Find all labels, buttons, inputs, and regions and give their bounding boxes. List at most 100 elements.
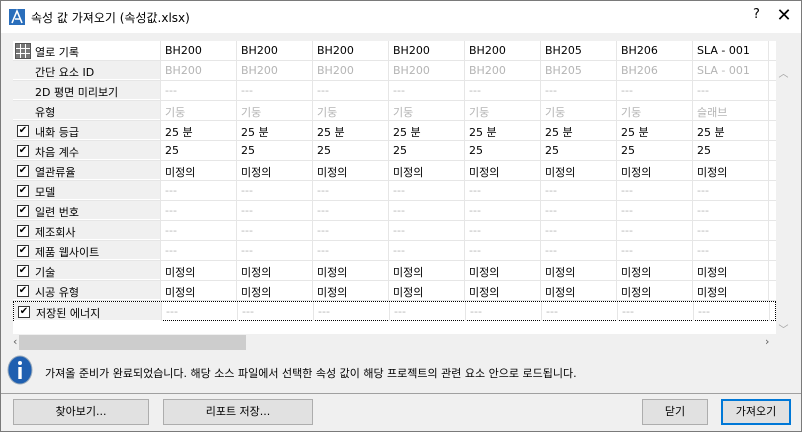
grid-cell: --- <box>318 305 330 318</box>
grid-row[interactable]: 유형 기둥 기둥 기둥 기둥 기둥 기둥 기둥 슬래브 <box>13 101 776 121</box>
grid-cell: BH200 <box>393 64 430 77</box>
grid-row[interactable]: ✔ 차음 계수 25 25 25 25 25 25 25 25 <box>13 141 776 161</box>
row-checkbox[interactable]: ✔ <box>17 125 29 137</box>
grid-row[interactable]: ✔ 모델 --- --- --- --- --- --- --- --- <box>13 181 776 201</box>
grid-row[interactable]: ✔ 저장된 에너지 --- --- --- --- --- --- --- --- <box>13 301 776 321</box>
grid-cell: 미정의 <box>545 266 576 279</box>
column-separator <box>768 221 769 240</box>
row-checkbox[interactable]: ✔ <box>17 265 29 277</box>
grid-cell: 미정의 <box>317 166 348 179</box>
table-grid-icon <box>15 43 31 59</box>
horizontal-scroll-thumb[interactable] <box>19 335 246 350</box>
grid-row[interactable]: 2D 평면 미리보기 --- --- --- --- --- --- --- --- <box>13 81 776 101</box>
column-separator <box>540 161 541 180</box>
close-window-button[interactable]: ✕ <box>776 5 792 26</box>
grid-cell: --- <box>165 224 177 237</box>
column-separator <box>236 161 237 180</box>
status-message: 가져올 준비가 완료되었습니다. 해당 소스 파일에서 선택한 속성 값이 해당… <box>45 367 577 380</box>
column-separator <box>768 201 769 220</box>
grid-row[interactable]: ✔ 시공 유형 미정의 미정의 미정의 미정의 미정의 미정의 미정의 미정의 <box>13 281 776 301</box>
grid-cell: --- <box>317 84 329 97</box>
row-checkbox[interactable]: ✔ <box>18 306 30 318</box>
column-separator <box>768 41 769 60</box>
grid-row[interactable]: ✔ 제품 웹사이트 --- --- --- --- --- --- --- --- <box>13 241 776 261</box>
row-checkbox[interactable]: ✔ <box>17 165 29 177</box>
grid-row[interactable]: 간단 요소 ID BH200 BH200 BH200 BH200 BH200 BH205 BH… <box>13 61 776 81</box>
column-separator <box>540 81 541 100</box>
column-separator <box>160 281 161 300</box>
scroll-right-icon[interactable]: › <box>765 335 770 348</box>
grid-cell: 25 <box>469 144 483 157</box>
grid-cell: 미정의 <box>469 266 500 279</box>
grid-cell: --- <box>469 184 481 197</box>
grid-row[interactable]: ✔ 제조회사 --- --- --- --- --- --- --- --- <box>13 221 776 241</box>
grid-cell: --- <box>469 244 481 257</box>
column-separator <box>540 181 541 200</box>
column-separator <box>768 241 769 260</box>
vertical-scrollbar[interactable]: ︿ ﹀ <box>776 41 791 336</box>
column-separator <box>540 201 541 220</box>
grid-cell: 기둥 <box>393 106 414 119</box>
row-label: 제조회사 <box>35 226 76 239</box>
row-label: 모델 <box>35 186 56 199</box>
grid-cell: --- <box>697 244 709 257</box>
grid-cell: 미정의 <box>393 266 424 279</box>
row-label: 유형 <box>35 106 56 119</box>
grid-cell: 미정의 <box>469 166 500 179</box>
scroll-up-icon[interactable]: ︿ <box>778 69 789 80</box>
grid-cell: 기둥 <box>545 106 566 119</box>
grid-cell: 미정의 <box>621 286 652 299</box>
row-label-cell: ✔ 제품 웹사이트 <box>13 241 161 260</box>
row-label: 저장된 에너지 <box>36 307 101 320</box>
import-button[interactable]: 가져오기 <box>721 399 791 425</box>
grid-cell: 슬래브 <box>697 106 728 119</box>
scroll-left-icon[interactable]: ‹ <box>13 335 18 348</box>
column-separator <box>692 101 693 120</box>
save-report-button[interactable]: 리포트 저장... <box>163 399 313 425</box>
column-separator <box>388 201 389 220</box>
grid-cell: --- <box>393 184 405 197</box>
column-separator <box>464 201 465 220</box>
row-label-cell: ✔ 내화 등급 <box>13 121 161 140</box>
grid-cell: --- <box>241 224 253 237</box>
column-separator <box>160 121 161 140</box>
browse-button[interactable]: 찾아보기... <box>13 399 149 425</box>
grid-cell: --- <box>621 184 633 197</box>
grid-row[interactable]: 열로 기록 BH200 BH200 BH200 BH200 BH200 BH205 BH206… <box>13 41 776 61</box>
column-separator <box>616 281 617 300</box>
grid-row[interactable]: ✔ 기술 미정의 미정의 미정의 미정의 미정의 미정의 미정의 미정의 <box>13 261 776 281</box>
row-checkbox[interactable]: ✔ <box>17 205 29 217</box>
grid-cell: BH206 <box>621 44 658 57</box>
row-checkbox[interactable]: ✔ <box>17 245 29 257</box>
grid-cell: --- <box>469 224 481 237</box>
column-separator <box>464 41 465 60</box>
grid-row[interactable]: ✔ 일련 번호 --- --- --- --- --- --- --- --- <box>13 201 776 221</box>
row-checkbox[interactable]: ✔ <box>17 185 29 197</box>
column-separator <box>768 121 769 140</box>
scroll-down-icon[interactable]: ﹀ <box>778 325 789 336</box>
row-checkbox[interactable]: ✔ <box>17 145 29 157</box>
grid-row[interactable]: ✔ 열관류율 미정의 미정의 미정의 미정의 미정의 미정의 미정의 미정의 <box>13 161 776 181</box>
column-separator <box>388 61 389 80</box>
column-separator <box>616 221 617 240</box>
grid-cell: --- <box>545 244 557 257</box>
close-button[interactable]: 닫기 <box>642 399 708 425</box>
row-checkbox[interactable]: ✔ <box>17 225 29 237</box>
column-separator <box>693 302 694 321</box>
horizontal-scrollbar[interactable]: ‹ › <box>13 334 776 351</box>
column-separator <box>768 281 769 300</box>
column-separator <box>236 61 237 80</box>
column-separator <box>768 161 769 180</box>
grid-cell: 기둥 <box>165 106 186 119</box>
row-label-cell: ✔ 제조회사 <box>13 221 161 240</box>
column-separator <box>313 302 314 321</box>
help-button[interactable]: ? <box>753 7 760 22</box>
column-separator <box>388 281 389 300</box>
grid-row[interactable]: ✔ 내화 등급 25 분 25 분 25 분 25 분 25 분 25 분 25 분 25 분 <box>13 121 776 141</box>
row-label-cell: ✔ 열관류율 <box>13 161 161 180</box>
row-label: 열로 기록 <box>35 46 79 59</box>
row-checkbox[interactable]: ✔ <box>17 285 29 297</box>
row-label: 차음 계수 <box>35 146 79 159</box>
row-label-cell: ✔ 시공 유형 <box>13 281 161 300</box>
column-separator <box>388 261 389 280</box>
